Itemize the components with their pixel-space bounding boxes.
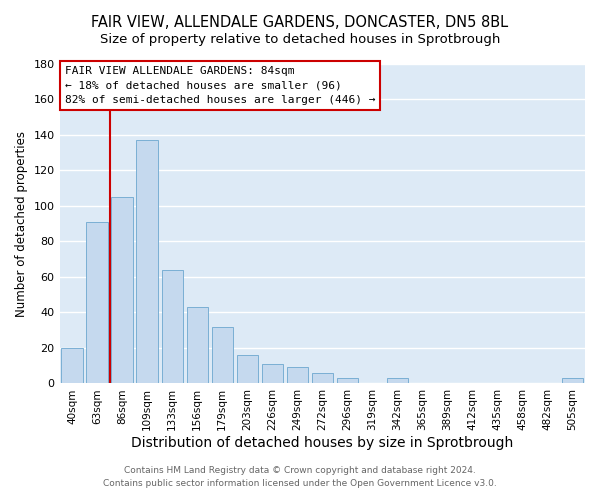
- Bar: [161, 270, 183, 384]
- Bar: [562, 378, 583, 384]
- Text: FAIR VIEW ALLENDALE GARDENS: 84sqm
← 18% of detached houses are smaller (96)
82%: FAIR VIEW ALLENDALE GARDENS: 84sqm ← 18%…: [65, 66, 375, 105]
- Y-axis label: Number of detached properties: Number of detached properties: [15, 130, 28, 316]
- X-axis label: Distribution of detached houses by size in Sprotbrough: Distribution of detached houses by size …: [131, 436, 514, 450]
- Bar: [61, 348, 83, 384]
- Bar: [187, 307, 208, 384]
- Bar: [236, 355, 258, 384]
- Bar: [262, 364, 283, 384]
- Bar: [86, 222, 108, 384]
- Bar: [136, 140, 158, 384]
- Text: FAIR VIEW, ALLENDALE GARDENS, DONCASTER, DN5 8BL: FAIR VIEW, ALLENDALE GARDENS, DONCASTER,…: [91, 15, 509, 30]
- Bar: [287, 368, 308, 384]
- Bar: [387, 378, 408, 384]
- Bar: [311, 373, 333, 384]
- Bar: [112, 197, 133, 384]
- Bar: [212, 326, 233, 384]
- Text: Contains HM Land Registry data © Crown copyright and database right 2024.
Contai: Contains HM Land Registry data © Crown c…: [103, 466, 497, 487]
- Text: Size of property relative to detached houses in Sprotbrough: Size of property relative to detached ho…: [100, 32, 500, 46]
- Bar: [337, 378, 358, 384]
